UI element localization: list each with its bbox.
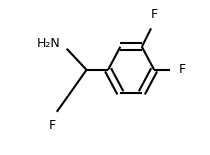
Text: F: F [49, 119, 56, 132]
Text: F: F [151, 8, 158, 21]
Text: H₂N: H₂N [37, 37, 60, 50]
Text: F: F [179, 63, 186, 76]
